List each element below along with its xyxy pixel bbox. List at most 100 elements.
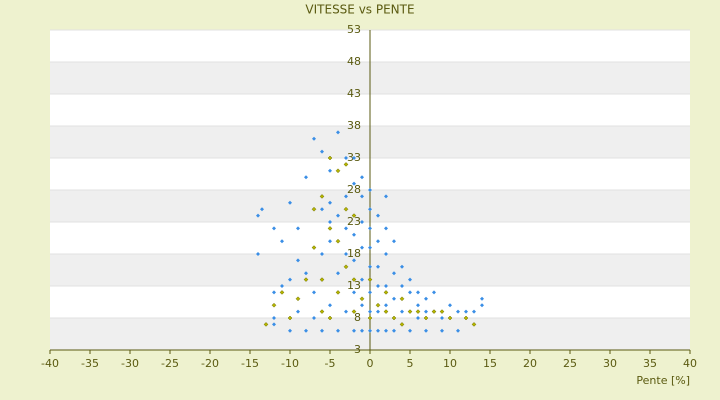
point xyxy=(376,264,380,269)
point xyxy=(320,149,324,154)
point xyxy=(344,309,348,314)
point xyxy=(400,264,404,269)
point xyxy=(295,296,301,302)
point xyxy=(260,207,264,212)
point xyxy=(304,175,308,180)
point xyxy=(360,194,364,199)
point xyxy=(463,315,469,321)
y-tick-label: 48 xyxy=(347,55,361,68)
point xyxy=(431,309,437,314)
x-axis-label: Pente [%] xyxy=(636,374,690,387)
point xyxy=(343,264,349,270)
point xyxy=(400,284,404,288)
point xyxy=(320,328,324,333)
point xyxy=(447,315,453,321)
point xyxy=(343,206,349,212)
point xyxy=(359,296,365,302)
point xyxy=(384,303,388,308)
point xyxy=(360,303,364,308)
point xyxy=(392,296,396,301)
point xyxy=(311,206,317,212)
point xyxy=(288,328,292,333)
point xyxy=(352,328,356,333)
point xyxy=(272,316,276,320)
point xyxy=(335,238,341,244)
point xyxy=(424,328,428,333)
point xyxy=(368,309,372,314)
point xyxy=(407,309,413,314)
point xyxy=(472,309,476,314)
y-tick-label: 38 xyxy=(347,119,361,132)
point xyxy=(432,290,436,295)
point xyxy=(344,252,348,256)
point xyxy=(328,200,332,205)
x-tick-label: -40 xyxy=(41,357,59,370)
point xyxy=(399,296,405,302)
point xyxy=(336,328,340,333)
point xyxy=(383,309,389,314)
point xyxy=(384,252,388,256)
point xyxy=(352,258,356,263)
point xyxy=(392,239,396,244)
point xyxy=(480,296,484,301)
point xyxy=(344,194,348,199)
point xyxy=(328,303,332,308)
point xyxy=(256,213,260,218)
point xyxy=(456,328,460,333)
point xyxy=(327,155,333,161)
x-tick-label: 40 xyxy=(683,357,697,370)
x-tick-label: 30 xyxy=(603,357,617,370)
point xyxy=(368,207,372,212)
point xyxy=(304,328,308,333)
y-tick-label: 28 xyxy=(347,183,361,196)
y-tick-label: 43 xyxy=(347,87,361,100)
point xyxy=(320,207,324,212)
point xyxy=(336,271,340,276)
point xyxy=(383,290,389,295)
point xyxy=(391,315,397,321)
x-tick-label: 5 xyxy=(407,357,414,370)
point xyxy=(384,226,388,231)
point xyxy=(312,136,316,141)
point xyxy=(272,290,276,295)
point xyxy=(303,277,309,282)
point xyxy=(327,226,333,231)
point xyxy=(368,226,372,231)
point xyxy=(392,328,396,333)
point xyxy=(408,277,412,282)
x-tick-label: -35 xyxy=(81,357,99,370)
point xyxy=(416,316,420,320)
x-tick-label: -15 xyxy=(241,357,259,370)
point xyxy=(271,302,277,308)
point xyxy=(319,194,325,199)
point xyxy=(272,322,276,327)
point xyxy=(368,245,372,250)
point xyxy=(368,188,372,192)
point xyxy=(424,296,428,301)
point xyxy=(448,303,452,308)
point xyxy=(400,309,404,314)
point xyxy=(312,316,316,320)
point xyxy=(280,284,284,288)
x-tick-label: -5 xyxy=(325,357,336,370)
point xyxy=(352,156,356,160)
point xyxy=(368,290,372,295)
point xyxy=(288,277,292,282)
point xyxy=(312,290,316,295)
y-tick-label: 13 xyxy=(347,279,361,292)
point xyxy=(328,168,332,173)
point xyxy=(335,290,341,295)
point xyxy=(399,322,405,327)
point xyxy=(320,252,324,256)
point xyxy=(272,226,276,231)
point xyxy=(304,271,308,276)
point xyxy=(360,220,364,224)
point xyxy=(384,328,388,333)
point xyxy=(319,309,325,314)
point xyxy=(343,162,349,167)
point xyxy=(368,264,372,269)
x-tick-label: 25 xyxy=(563,357,577,370)
point xyxy=(344,226,348,231)
point xyxy=(376,239,380,244)
